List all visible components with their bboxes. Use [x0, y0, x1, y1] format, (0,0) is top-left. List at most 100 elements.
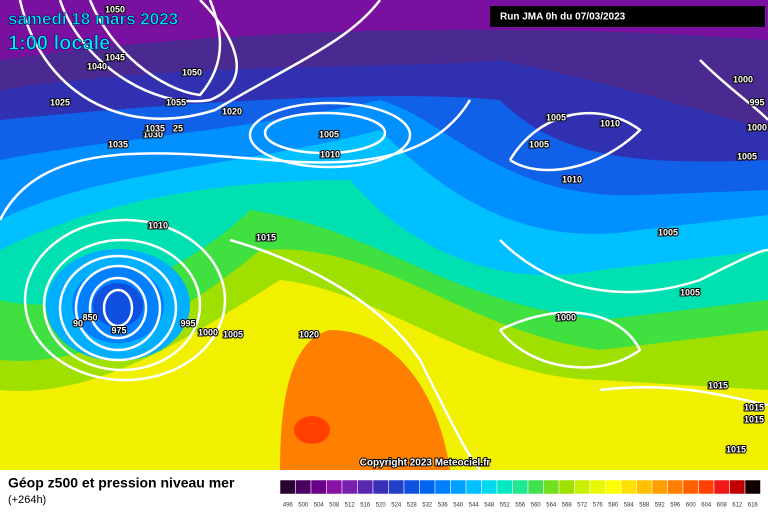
isobar-label: 1015	[726, 444, 746, 454]
isobars	[0, 0, 768, 407]
isobar-label: 1010	[148, 220, 168, 230]
isobar-label: 850	[82, 312, 97, 322]
isobar-label: 1035	[108, 139, 128, 149]
legend-swatch	[465, 479, 482, 495]
isobar-label: 1045	[105, 52, 125, 62]
legend-swatch	[512, 479, 529, 495]
legend-label: 568	[562, 503, 573, 509]
run-info: Run JMA 0h du 07/03/2023	[500, 12, 626, 23]
legend-label: 576	[593, 503, 604, 509]
legend-label: 588	[639, 503, 650, 509]
isobar-label: 1055	[166, 97, 186, 107]
isobar-label: 90	[73, 318, 83, 328]
legend-label: 608	[717, 503, 728, 509]
legend-label: 532	[422, 503, 433, 509]
legend-swatch	[558, 479, 575, 495]
legend-label: 596	[670, 503, 681, 509]
isobar-label: 1050	[182, 67, 202, 77]
legend-label: 584	[624, 503, 635, 509]
isobar-label: 1005	[319, 129, 339, 139]
legend-label: 496	[283, 503, 294, 509]
legend-swatch	[481, 479, 498, 495]
isobar-label: 1015	[256, 232, 276, 242]
isobar-label: 1040	[87, 61, 107, 71]
legend-swatch	[605, 479, 622, 495]
run-box	[490, 6, 765, 27]
legend-swatch	[341, 479, 358, 495]
legend-swatch	[744, 479, 761, 495]
legend-swatch	[667, 479, 684, 495]
legend-swatch	[698, 479, 715, 495]
legend-swatch	[403, 479, 420, 495]
legend-label: 520	[376, 503, 387, 509]
isobar-label: 1010	[600, 118, 620, 128]
isobar-label: 1000	[747, 122, 767, 132]
isobar-label: 1005	[223, 329, 243, 339]
legend-label: 528	[407, 503, 418, 509]
copyright: Copyright 2023 Meteociel.fr	[360, 458, 491, 469]
legend-swatch	[310, 479, 327, 495]
legend-label: 592	[655, 503, 666, 509]
legend-swatch	[372, 479, 389, 495]
legend-swatch	[295, 479, 312, 495]
legend-label: 572	[577, 503, 588, 509]
legend-swatch	[357, 479, 374, 495]
isobar-label: 1025	[50, 97, 70, 107]
isobar-label: 1050	[105, 4, 125, 14]
legend-swatch	[434, 479, 451, 495]
isobar-label: 1005	[529, 139, 549, 149]
isobar-label: 1010	[562, 174, 582, 184]
legend-swatch	[388, 479, 405, 495]
legend-label: 604	[701, 503, 712, 509]
legend-label: 512	[345, 503, 356, 509]
legend-label: 536	[438, 503, 449, 509]
isobar-label: 1015	[708, 380, 728, 390]
isobar-label: 1005	[658, 227, 678, 237]
legend-swatch	[326, 479, 343, 495]
isobar-label: 1015	[744, 414, 764, 424]
legend-swatch	[713, 479, 730, 495]
legend-label: 560	[531, 503, 542, 509]
legend-label: 548	[484, 503, 495, 509]
isobar-label: 25	[173, 123, 183, 133]
isobar-label: 1005	[680, 287, 700, 297]
legend-label: 580	[608, 503, 619, 509]
legend-swatch	[682, 479, 699, 495]
isobar-label: 1030	[143, 129, 163, 139]
legend-label: 556	[515, 503, 526, 509]
legend-swatch	[589, 479, 606, 495]
isobar-label: 1020	[222, 106, 242, 116]
legend-label: 612	[732, 503, 743, 509]
legend-label: 508	[329, 503, 340, 509]
isobar-label: 995	[749, 97, 764, 107]
legend-swatch	[574, 479, 591, 495]
legend-label: 516	[360, 503, 371, 509]
color-legend: 496 500 504 508 512 516 520 524 528 532 536 540 544 5…	[279, 479, 761, 509]
legend-swatch	[450, 479, 467, 495]
isobar-label: 1005	[737, 151, 757, 161]
date: samedi 18 mars 2023	[8, 9, 178, 28]
legend-swatch	[651, 479, 668, 495]
legend-label: 544	[469, 503, 480, 509]
legend-swatch	[279, 479, 296, 495]
legend-swatch	[527, 479, 544, 495]
isobar-label: 1000	[556, 312, 576, 322]
legend-label: 504	[314, 503, 325, 509]
isobar-label: 1020	[299, 329, 319, 339]
local-time: 1:00 locale	[8, 32, 110, 54]
geopotential-bands	[0, 0, 768, 470]
legend-label: 616	[748, 503, 759, 509]
legend-swatch	[636, 479, 653, 495]
lead-time: (+264h)	[8, 494, 46, 506]
legend-swatch	[620, 479, 637, 495]
legend-label: 600	[686, 503, 697, 509]
legend-label: 552	[500, 503, 511, 509]
footer-title: Géop z500 et pression niveau mer	[8, 475, 235, 491]
legend-label: 500	[298, 503, 309, 509]
legend-label: 564	[546, 503, 557, 509]
legend-swatch	[419, 479, 436, 495]
isobar-label: 975	[111, 325, 126, 335]
isobar-label: 995	[180, 318, 195, 328]
isobar-label: 1000	[733, 74, 753, 84]
